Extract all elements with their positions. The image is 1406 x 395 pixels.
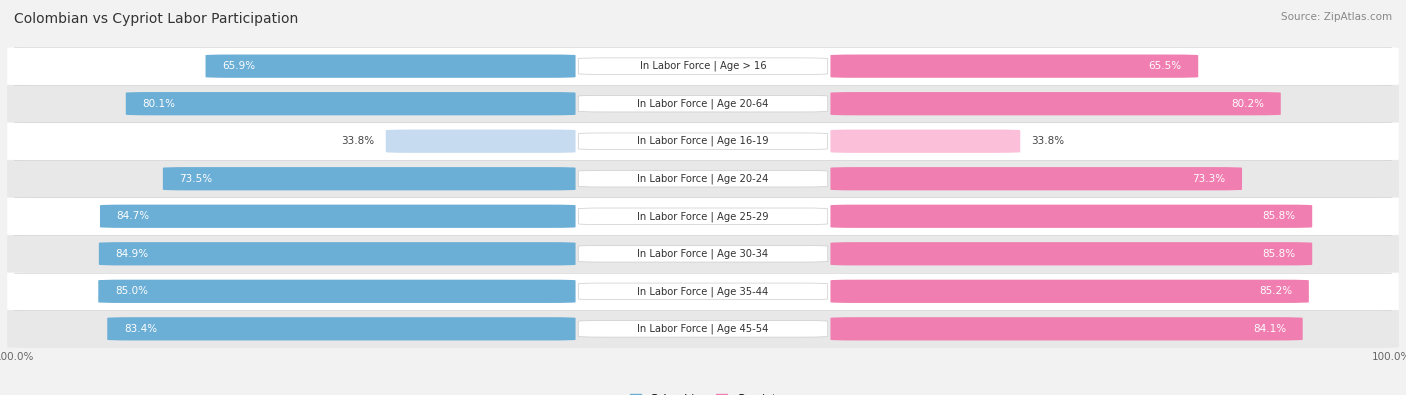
FancyBboxPatch shape [125, 92, 575, 115]
FancyBboxPatch shape [7, 85, 1399, 123]
Text: In Labor Force | Age 35-44: In Labor Force | Age 35-44 [637, 286, 769, 297]
Text: In Labor Force | Age 45-54: In Labor Force | Age 45-54 [637, 324, 769, 334]
FancyBboxPatch shape [107, 317, 575, 340]
Text: 65.9%: 65.9% [222, 61, 254, 71]
FancyBboxPatch shape [7, 235, 1399, 273]
Text: 83.4%: 83.4% [124, 324, 157, 334]
Legend: Colombian, Cypriot: Colombian, Cypriot [626, 389, 780, 395]
FancyBboxPatch shape [578, 283, 828, 299]
FancyBboxPatch shape [7, 272, 1399, 310]
FancyBboxPatch shape [578, 321, 828, 337]
FancyBboxPatch shape [7, 122, 1399, 160]
FancyBboxPatch shape [578, 133, 828, 149]
FancyBboxPatch shape [163, 167, 575, 190]
Text: 84.9%: 84.9% [115, 249, 149, 259]
Text: 73.5%: 73.5% [180, 174, 212, 184]
Text: 80.2%: 80.2% [1232, 99, 1264, 109]
Text: 84.7%: 84.7% [117, 211, 149, 221]
Text: Source: ZipAtlas.com: Source: ZipAtlas.com [1281, 12, 1392, 22]
Text: In Labor Force | Age 16-19: In Labor Force | Age 16-19 [637, 136, 769, 147]
Text: 85.8%: 85.8% [1263, 211, 1296, 221]
FancyBboxPatch shape [98, 280, 575, 303]
FancyBboxPatch shape [831, 167, 1241, 190]
Text: 33.8%: 33.8% [342, 136, 375, 146]
FancyBboxPatch shape [578, 246, 828, 262]
FancyBboxPatch shape [385, 130, 575, 153]
FancyBboxPatch shape [831, 205, 1312, 228]
FancyBboxPatch shape [831, 92, 1281, 115]
FancyBboxPatch shape [578, 171, 828, 187]
FancyBboxPatch shape [578, 208, 828, 224]
FancyBboxPatch shape [831, 242, 1312, 265]
FancyBboxPatch shape [100, 205, 575, 228]
Text: 85.8%: 85.8% [1263, 249, 1296, 259]
Text: 84.1%: 84.1% [1253, 324, 1286, 334]
FancyBboxPatch shape [98, 242, 575, 265]
FancyBboxPatch shape [7, 160, 1399, 198]
Text: In Labor Force | Age 30-34: In Labor Force | Age 30-34 [637, 248, 769, 259]
FancyBboxPatch shape [831, 280, 1309, 303]
FancyBboxPatch shape [205, 55, 575, 78]
FancyBboxPatch shape [7, 47, 1399, 85]
FancyBboxPatch shape [7, 310, 1399, 348]
FancyBboxPatch shape [578, 58, 828, 74]
Text: 85.2%: 85.2% [1260, 286, 1292, 296]
Text: 80.1%: 80.1% [142, 99, 176, 109]
FancyBboxPatch shape [7, 197, 1399, 235]
Text: In Labor Force | Age 25-29: In Labor Force | Age 25-29 [637, 211, 769, 222]
FancyBboxPatch shape [831, 317, 1303, 340]
Text: In Labor Force | Age 20-64: In Labor Force | Age 20-64 [637, 98, 769, 109]
Text: In Labor Force | Age 20-24: In Labor Force | Age 20-24 [637, 173, 769, 184]
FancyBboxPatch shape [831, 55, 1198, 78]
Text: 73.3%: 73.3% [1192, 174, 1226, 184]
Text: 33.8%: 33.8% [1031, 136, 1064, 146]
FancyBboxPatch shape [831, 130, 1021, 153]
FancyBboxPatch shape [578, 96, 828, 112]
Text: Colombian vs Cypriot Labor Participation: Colombian vs Cypriot Labor Participation [14, 12, 298, 26]
Text: 85.0%: 85.0% [115, 286, 148, 296]
Text: 65.5%: 65.5% [1149, 61, 1181, 71]
Text: In Labor Force | Age > 16: In Labor Force | Age > 16 [640, 61, 766, 71]
